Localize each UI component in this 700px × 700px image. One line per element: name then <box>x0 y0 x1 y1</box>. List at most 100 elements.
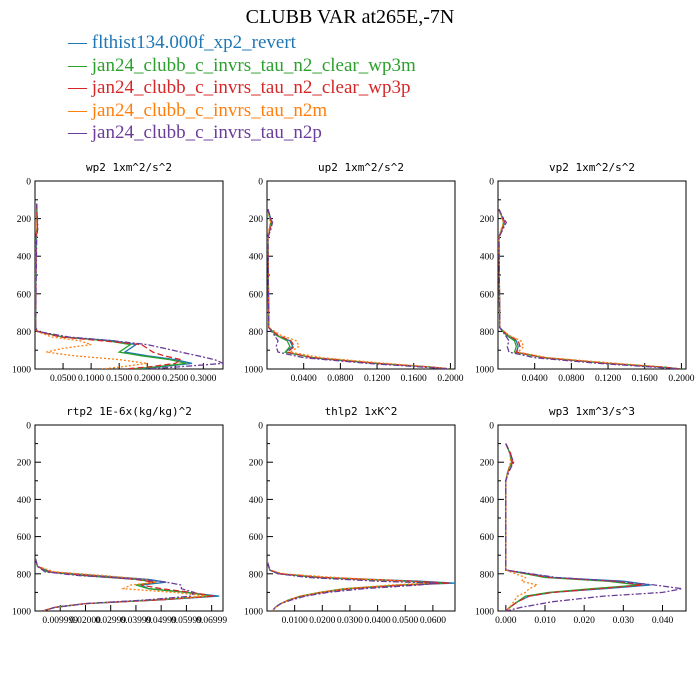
y-tick-label-5-2: 400 <box>480 496 495 506</box>
x-tick-label-2-4: 0.2000 <box>668 374 694 384</box>
x-tick-label-0-3: 0.2000 <box>134 374 160 384</box>
series-line-1-0 <box>267 209 451 369</box>
x-tick-label-1-1: 0.0800 <box>327 374 353 384</box>
x-tick-label-3-1: 0.02000 <box>70 616 101 626</box>
series-line-3-3 <box>35 558 207 611</box>
plot-frame-3 <box>34 424 224 612</box>
x-tick-label-0-2: 0.1500 <box>106 374 132 384</box>
x-tick-label-1-4: 0.2000 <box>437 374 463 384</box>
y-tick-label-0-4: 800 <box>17 328 32 338</box>
panel-title-2: vp2 1xm^2/s^2 <box>549 161 635 174</box>
series-line-2-4 <box>498 208 682 369</box>
series-line-0-1 <box>35 203 187 369</box>
series-line-4-4 <box>267 562 439 611</box>
y-tick-label-0-5: 1000 <box>12 366 31 376</box>
series-line-3-2 <box>35 558 215 611</box>
series-line-0-3 <box>35 203 148 369</box>
y-tick-label-5-1: 200 <box>480 459 495 469</box>
x-tick-label-3-2: 0.02999 <box>95 616 126 626</box>
legend-entry-4: — jan24_clubb_c_invrs_tau_n2p <box>68 122 322 143</box>
y-tick-label-1-2: 400 <box>249 253 264 263</box>
x-tick-label-2-1: 0.0800 <box>558 374 584 384</box>
legend-entry-1: — jan24_clubb_c_invrs_tau_n2_clear_wp3m <box>68 54 416 76</box>
x-tick-label-5-1: 0.010 <box>534 616 556 626</box>
panel-title-5: wp3 1xm^3/s^3 <box>549 405 635 418</box>
main-title: CLUBB VAR at265E,-7N <box>245 6 455 28</box>
y-tick-label-3-3: 600 <box>17 533 32 543</box>
y-tick-label-1-5: 1000 <box>244 366 263 376</box>
series-line-4-3 <box>267 562 428 611</box>
plot-frame-0 <box>34 180 224 370</box>
x-tick-label-0-5: 0.3000 <box>190 374 216 384</box>
x-tick-label-4-3: 0.0400 <box>365 616 391 626</box>
panel-2: vp2 1xm^2/s^2 0 200 400 600 800 1000 0.0400 0.08… <box>475 161 695 384</box>
y-tick-label-4-5: 1000 <box>244 608 263 618</box>
y-tick-label-2-5: 1000 <box>475 366 494 376</box>
series-line-0-0 <box>35 203 193 369</box>
x-tick-label-1-3: 0.1600 <box>401 374 427 384</box>
y-tick-label-4-3: 600 <box>249 533 264 543</box>
series-line-0-2 <box>35 203 183 369</box>
x-tick-label-1-0: 0.0400 <box>291 374 317 384</box>
legend-entry-0: — flthist134.000f_xp2_revert <box>68 32 296 53</box>
x-tick-label-0-0: 0.0500 <box>50 374 76 384</box>
x-tick-label-4-2: 0.0300 <box>337 616 363 626</box>
y-tick-label-4-4: 800 <box>249 570 264 580</box>
series-line-2-2 <box>498 208 682 369</box>
x-tick-label-3-4: 0.04999 <box>146 616 177 626</box>
panel-title-0: wp2 1xm^2/s^2 <box>86 161 172 174</box>
y-tick-label-0-3: 600 <box>17 290 32 300</box>
panel-4: thlp2 1xK^2 0 200 400 600 800 1000 0.0100 0.0200… <box>244 405 456 626</box>
y-tick-label-1-4: 800 <box>249 328 264 338</box>
x-tick-label-4-1: 0.0200 <box>309 616 335 626</box>
series-line-1-3 <box>267 209 451 369</box>
y-tick-label-3-0: 0 <box>26 422 31 432</box>
y-tick-label-4-2: 400 <box>249 496 264 506</box>
y-tick-label-1-3: 600 <box>249 290 264 300</box>
x-tick-label-0-4: 0.2500 <box>162 374 188 384</box>
panel-title-3: rtp2 1E-6x(kg/kg)^2 <box>66 405 192 418</box>
panel-title-1: up2 1xm^2/s^2 <box>318 161 404 174</box>
y-tick-label-1-1: 200 <box>249 215 264 225</box>
series-line-5-3 <box>505 443 540 611</box>
y-tick-label-4-1: 200 <box>249 459 264 469</box>
panel-0: wp2 1xm^2/s^2 0 200 400 600 800 1000 0.0500 0.10… <box>12 161 224 384</box>
y-tick-label-2-1: 200 <box>480 215 495 225</box>
plot-frame-5 <box>497 424 687 612</box>
y-tick-label-2-0: 0 <box>489 178 494 188</box>
y-tick-label-4-0: 0 <box>258 422 263 432</box>
legend-entry-3: — jan24_clubb_c_invrs_tau_n2m <box>68 99 328 121</box>
y-tick-label-5-4: 800 <box>480 570 495 580</box>
series-line-5-1 <box>505 443 640 611</box>
x-tick-label-3-6: 0.06999 <box>196 616 227 626</box>
x-tick-label-4-4: 0.0500 <box>392 616 418 626</box>
series-line-5-4 <box>505 443 683 611</box>
series-line-2-0 <box>498 208 682 369</box>
series-line-4-1 <box>267 562 444 611</box>
series-line-1-1 <box>267 209 451 369</box>
x-tick-label-3-0: 0.009999 <box>42 616 78 626</box>
series-line-1-2 <box>267 209 451 369</box>
series-line-4-2 <box>267 562 450 611</box>
series-line-1-4 <box>267 209 451 369</box>
series-line-2-1 <box>498 208 682 369</box>
y-tick-label-2-3: 600 <box>480 290 495 300</box>
x-tick-label-2-0: 0.0400 <box>522 374 548 384</box>
y-tick-label-3-1: 200 <box>17 459 32 469</box>
x-tick-label-4-0: 0.0100 <box>282 616 308 626</box>
panel-3: rtp2 1E-6x(kg/kg)^2 0 200 400 600 800 1000 0.00… <box>12 405 227 626</box>
x-tick-label-5-0: 0.000 <box>495 616 517 626</box>
y-tick-label-1-0: 0 <box>258 178 263 188</box>
y-tick-label-0-0: 0 <box>26 178 31 188</box>
x-tick-label-5-2: 0.020 <box>573 616 595 626</box>
y-tick-label-3-4: 800 <box>17 570 32 580</box>
plot-frame-2 <box>497 180 687 370</box>
y-tick-label-2-2: 400 <box>480 253 495 263</box>
x-tick-label-2-3: 0.1600 <box>632 374 658 384</box>
x-tick-label-3-5: 0.05999 <box>171 616 202 626</box>
x-tick-label-3-3: 0.03999 <box>121 616 152 626</box>
series-line-3-1 <box>35 558 212 611</box>
series-line-2-3 <box>498 209 682 369</box>
